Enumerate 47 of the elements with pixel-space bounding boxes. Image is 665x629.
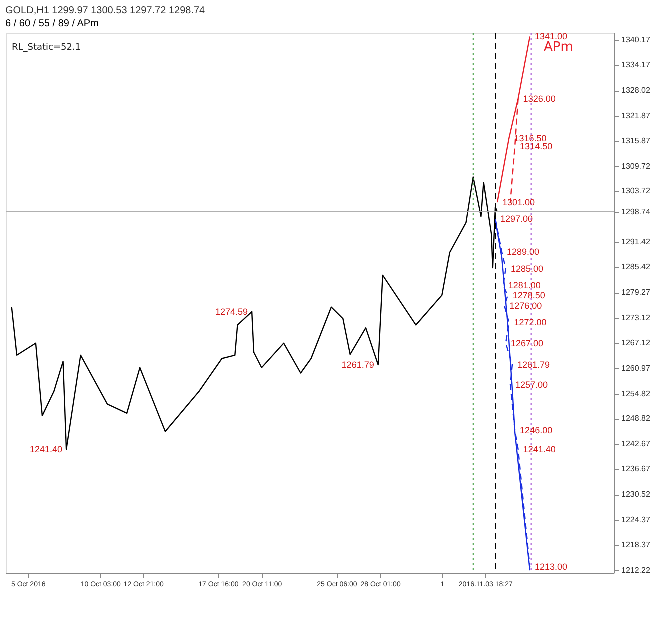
y-tick-label: 1224.37 [622,516,651,525]
y-tick-label: 1291.42 [622,238,651,247]
annotation: 1213.00 [535,562,568,572]
y-tick-label: 1321.87 [622,112,651,121]
y-tick-label: 1334.17 [622,60,651,70]
annotation: 1341.00 [535,32,568,42]
y-tick-label: 1242.67 [622,440,651,449]
annotation: 1278.50 [512,290,546,301]
annotation: 1281.00 [508,280,541,290]
y-tick-label: 1267.12 [622,338,651,348]
annotation: 1261.79 [517,360,550,370]
y-tick-label: 1212.22 [622,566,651,575]
y-tick-label: 1230.52 [622,490,651,500]
y-tick-label: 1328.02 [622,86,651,96]
annotation: 1261.79 [342,360,374,370]
y-tick-label: 1285.42 [622,262,651,272]
annotation: 1272.00 [514,318,547,328]
annotation: 1314.50 [520,142,553,152]
chart-subtitle: 6 / 60 / 55 / 89 / APm [6,18,99,30]
y-tick-label: 1236.67 [622,464,651,474]
annotation: 1246.00 [520,425,553,436]
y-tick-label: 1279.27 [622,288,651,298]
annotation: 1274.59 [216,306,248,317]
annotation: 1267.00 [510,338,544,348]
y-tick-label: 1254.82 [622,389,651,398]
annotation: 1289.00 [507,247,540,258]
y-tick-label: 1248.82 [622,414,651,424]
annotation: 1257.00 [515,380,548,390]
y-tick-label: 1340.17 [622,36,651,45]
y-tick-label: 1303.72 [622,186,651,196]
annotation: 1301.00 [502,198,536,208]
annotation: RL_Static=52.1 [12,43,82,53]
annotation: APm [544,40,574,55]
annotation: 1241.40 [523,444,556,454]
y-tick-label: 1273.12 [622,314,651,323]
annotation: 1326.00 [523,94,556,104]
annotation: 1316.50 [514,133,547,144]
y-tick-label: 1218.37 [622,540,651,550]
y-tick-label: 1315.87 [622,136,651,146]
y-tick-label: 1260.97 [622,364,651,373]
chart-title: GOLD,H1 1299.97 1300.53 1297.72 1298.74 [6,6,206,16]
annotation: 1276.00 [510,301,542,312]
y-tick-label: 1298.74 [622,207,651,216]
y-tick-label: 1309.72 [622,162,651,171]
annotation: 1241.40 [30,444,63,454]
annotation: 1297.00 [500,214,534,224]
annotation: 1285.00 [510,264,544,274]
